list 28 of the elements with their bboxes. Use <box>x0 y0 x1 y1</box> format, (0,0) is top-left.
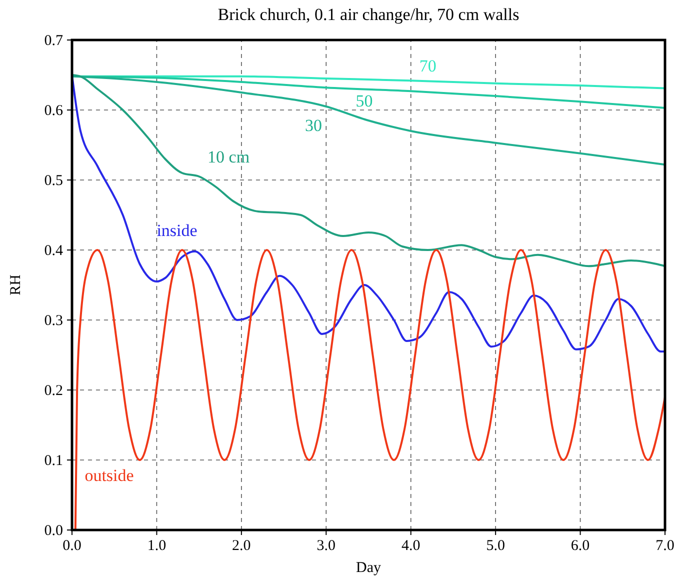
x-tick-label: 3.0 <box>316 538 336 554</box>
x-tick-label: 7.0 <box>656 538 674 554</box>
series-label: 50 <box>356 92 373 110</box>
y-tick-label: 0.0 <box>44 523 63 539</box>
y-tick-label: 0.6 <box>44 103 64 119</box>
y-tick-label: 0.4 <box>44 243 64 259</box>
y-tick-label: 0.2 <box>44 383 63 399</box>
line-series <box>74 249 666 531</box>
series-label: outside <box>84 466 134 485</box>
y-axis-title: RH <box>8 274 24 296</box>
y-tick-label: 0.5 <box>44 173 63 189</box>
series-label: 70 <box>419 56 436 76</box>
line-series <box>71 75 666 166</box>
series-label: 30 <box>304 116 322 135</box>
series-label: inside <box>156 221 198 240</box>
x-tick-label: 0.0 <box>62 538 82 554</box>
y-tick-label: 0.3 <box>44 313 63 329</box>
series-label: 10 cm <box>208 148 250 166</box>
line-series <box>71 74 666 268</box>
x-tick-label: 4.0 <box>401 538 420 554</box>
chart-title: Brick church, 0.1 air change/hr, 70 cm walls <box>218 5 520 24</box>
y-tick-label: 0.7 <box>44 33 64 49</box>
x-tick-label: 2.0 <box>232 538 251 554</box>
x-tick-label: 5.0 <box>486 538 505 554</box>
x-axis-title: Day <box>356 560 382 576</box>
x-tick-label: 6.0 <box>570 538 590 554</box>
x-tick-label: 1.0 <box>147 538 166 554</box>
y-tick-label: 0.1 <box>44 453 63 469</box>
